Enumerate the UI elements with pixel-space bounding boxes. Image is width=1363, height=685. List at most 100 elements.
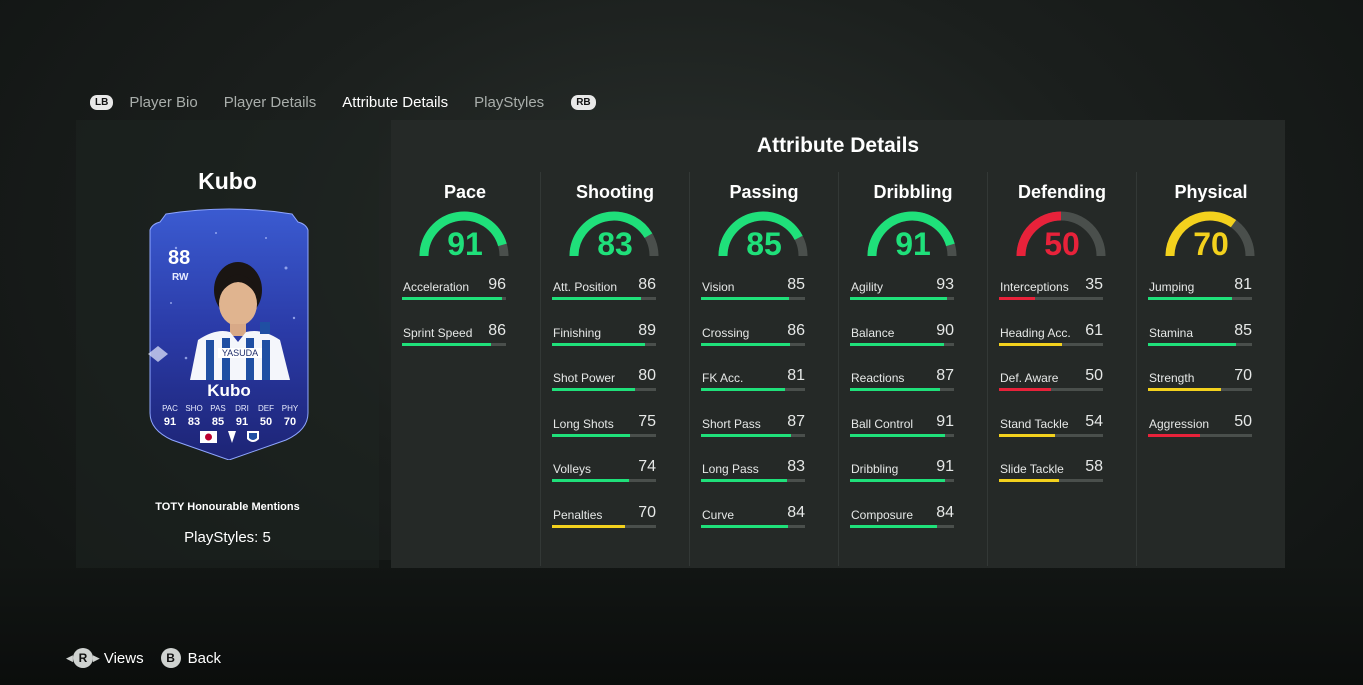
attribute-value: 86	[787, 321, 805, 339]
attribute-bar-fill	[999, 342, 1063, 346]
tab-playstyles[interactable]: PlayStyles	[474, 93, 545, 111]
card-stat-label: PHY	[282, 404, 299, 413]
attribute-bar-fill	[701, 342, 791, 346]
attribute-bar	[552, 297, 656, 300]
card-stat-value: 91	[236, 416, 248, 428]
attribute-label: Long Pass	[702, 462, 759, 476]
attribute-bar	[1148, 433, 1252, 437]
attribute-column-defending: Defending 50 Interceptions 35 Heading Acc. 61…	[987, 172, 1136, 566]
attribute-column-physical: Physical 70 Jumping 81 Stamina 85 Strength 70 Ag…	[1136, 172, 1285, 566]
card-stat-label: PAS	[210, 404, 225, 413]
attribute-row: Jumping 81	[1148, 276, 1252, 306]
views-label[interactable]: Views	[103, 649, 144, 667]
attribute-bar	[701, 297, 805, 300]
card-stat-label: SHO	[185, 404, 202, 413]
category-name: Shooting	[576, 182, 654, 202]
league-logo-icon	[228, 431, 236, 443]
attribute-row: Slide Tackle 58	[999, 458, 1103, 488]
attribute-row: Long Pass 83	[701, 458, 805, 488]
player-card: YASUDA 88 RW Kubo PAC SHO PAS DRI DEF PH…	[148, 208, 309, 460]
back-label[interactable]: Back	[187, 649, 221, 667]
attribute-row: Ball Control 91	[850, 413, 954, 443]
attribute-column-pace: Pace 91 Acceleration 96 Sprint Speed 86	[391, 172, 539, 566]
gauge-fill	[569, 211, 653, 257]
attribute-bar	[850, 479, 954, 482]
card-stat-label: PAC	[162, 404, 178, 413]
attribute-label: Penalties	[553, 507, 603, 522]
attribute-row: Finishing 89	[552, 322, 656, 352]
attribute-value: 54	[1085, 412, 1103, 430]
attribute-bar-fill	[552, 433, 630, 437]
category-name: Passing	[729, 182, 799, 202]
attribute-value: 89	[638, 321, 656, 339]
attribute-bar	[1148, 342, 1252, 346]
card-name: Kubo	[207, 381, 250, 400]
right-arrow-icon: ▶	[92, 652, 100, 663]
attribute-value: 81	[787, 367, 805, 384]
r-stick-button-icon[interactable]: R	[72, 648, 93, 668]
attribute-label: Stand Tackle	[1000, 416, 1069, 431]
attribute-value: 91	[936, 412, 954, 430]
attribute-value: 86	[488, 321, 506, 339]
attribute-bar-fill	[701, 479, 788, 482]
attribute-value: 85	[787, 276, 805, 293]
card-position: RW	[172, 272, 189, 283]
attribute-label: Curve	[702, 507, 735, 522]
attribute-row: Short Pass 87	[701, 413, 805, 443]
attribute-bar-fill	[402, 342, 492, 346]
category-rating: 85	[746, 226, 782, 262]
rb-button-icon[interactable]: RB	[571, 94, 596, 110]
card-stat-value: 50	[260, 416, 272, 428]
attribute-label: Shot Power	[553, 371, 616, 385]
attribute-bar	[850, 388, 954, 391]
attribute-bar	[552, 479, 656, 482]
attribute-row: Balance 90	[850, 322, 954, 352]
card-stat-value: 91	[164, 416, 176, 428]
attribute-row: Aggression 50	[1148, 413, 1252, 443]
attribute-bar-fill	[701, 388, 786, 391]
attribute-value: 74	[638, 458, 656, 475]
attribute-bar-fill	[552, 479, 629, 482]
attribute-bar-fill	[701, 524, 789, 528]
rating-gauge	[1165, 211, 1255, 257]
attribute-row: Dribbling 91	[850, 458, 954, 488]
attribute-row: Stand Tackle 54	[999, 413, 1103, 443]
category-rating: 91	[895, 226, 931, 262]
tab-player-bio[interactable]: Player Bio	[129, 93, 198, 111]
attribute-bar-fill	[850, 433, 945, 437]
attribute-bar	[701, 342, 805, 346]
tab-player-details[interactable]: Player Details	[223, 93, 317, 111]
attribute-bar	[402, 342, 506, 346]
attribute-column-shooting: Shooting 83 Att. Position 86 Finishing 89 Shot…	[540, 172, 689, 566]
attribute-row: Att. Position 86	[552, 276, 656, 306]
attribute-row: Crossing 86	[701, 322, 805, 352]
category-name: Defending	[1018, 182, 1106, 202]
rating-gauge	[718, 211, 808, 257]
gauge-fill	[1016, 211, 1062, 257]
attribute-bar	[552, 342, 656, 346]
attribute-label: FK Acc.	[702, 371, 744, 385]
attribute-row: Agility 93	[850, 276, 954, 306]
attribute-bar	[552, 388, 656, 391]
tab-attribute-details[interactable]: Attribute Details	[342, 93, 449, 111]
attribute-bar-fill	[701, 297, 790, 300]
attribute-bar	[552, 524, 656, 528]
attribute-bar-fill	[552, 342, 645, 346]
attribute-label: Finishing	[553, 325, 602, 340]
attribute-bar-fill	[999, 479, 1060, 482]
attribute-bar-fill	[1148, 342, 1237, 346]
attribute-column-dribbling: Dribbling 91 Agility 93 Balance 90 Reactions 87…	[838, 172, 987, 566]
attribute-bar	[701, 388, 805, 391]
lb-button-icon[interactable]: LB	[90, 94, 114, 110]
rating-gauge	[867, 211, 957, 257]
attribute-row: FK Acc. 81	[701, 367, 805, 397]
attribute-bar	[999, 433, 1103, 437]
attribute-row: Volleys 74	[552, 458, 656, 488]
attribute-label: Balance	[851, 325, 895, 340]
attribute-row: Def. Aware 50	[999, 367, 1103, 397]
attribute-label: Stamina	[1149, 325, 1194, 340]
rating-gauge	[1016, 211, 1106, 257]
b-button-icon[interactable]: B	[160, 648, 181, 668]
attribute-label: Vision	[702, 280, 735, 294]
attribute-label: Acceleration	[403, 280, 470, 294]
